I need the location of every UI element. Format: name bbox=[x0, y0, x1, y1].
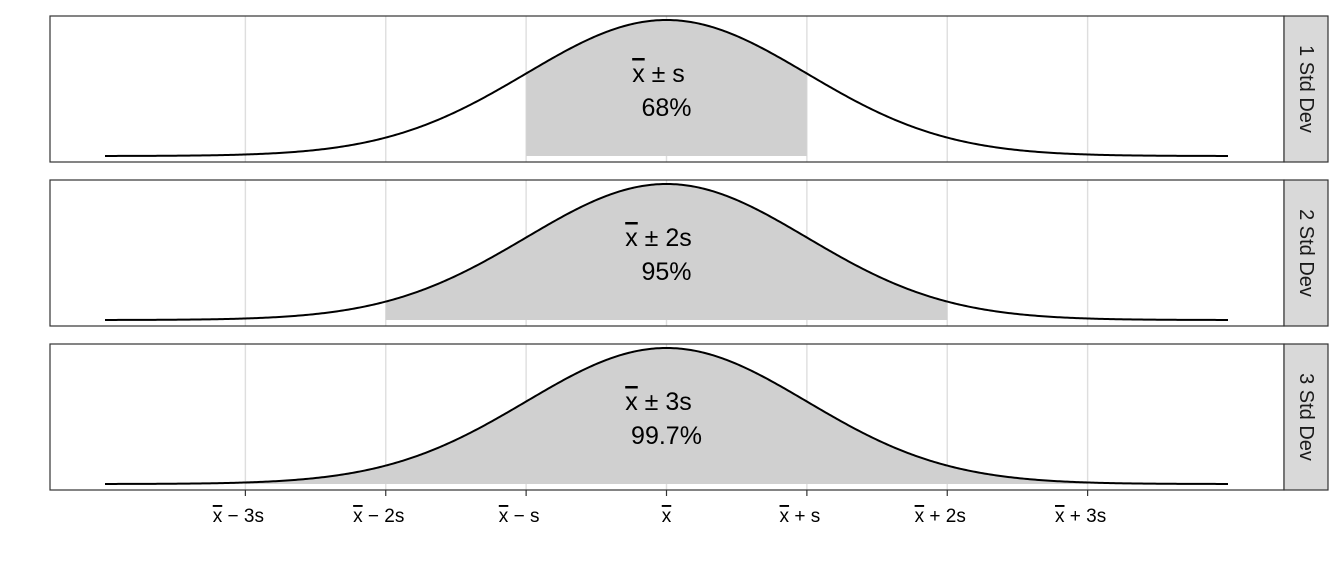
x-tick-label: x − 2s bbox=[353, 506, 404, 527]
interval-label: x ± 2s bbox=[625, 224, 692, 252]
x-tick-label: x + 3s bbox=[1055, 506, 1106, 527]
facet-strip bbox=[1283, 179, 1329, 327]
density-curve bbox=[105, 18, 1228, 157]
facet-strip-label: 2 Std Dev bbox=[1295, 209, 1317, 297]
percent-label: 68% bbox=[641, 94, 691, 122]
x-axis: x − 3s x − 2s x − s x x + s x + 2s x + 3s bbox=[213, 490, 1106, 527]
panel-2-std-dev: x ± 2s 95% 2 Std Dev bbox=[49, 179, 1329, 327]
facet-strip bbox=[1283, 15, 1329, 163]
facet-strip-label: 1 Std Dev bbox=[1295, 45, 1317, 133]
density-curve bbox=[105, 182, 1228, 321]
facet-strip-label: 3 Std Dev bbox=[1295, 373, 1317, 461]
x-tick-label: x + s bbox=[780, 506, 821, 527]
shaded-area bbox=[526, 20, 807, 156]
shaded-area bbox=[245, 348, 1088, 484]
facet-strip bbox=[1283, 343, 1329, 491]
density-curve bbox=[105, 346, 1228, 485]
shaded-area bbox=[385, 184, 948, 320]
x-tick-label: x − 3s bbox=[213, 506, 264, 527]
x-tick-label: x − s bbox=[499, 506, 540, 527]
percent-label: 95% bbox=[641, 258, 691, 286]
x-tick-label: x bbox=[662, 506, 672, 527]
interval-label: x ± 3s bbox=[625, 388, 692, 416]
interval-label: x ± s bbox=[632, 60, 685, 88]
percent-label: 99.7% bbox=[631, 422, 702, 450]
x-tick-label: x + 2s bbox=[915, 506, 966, 527]
panel-3-std-dev: x ± 3s 99.7% 3 Std Dev bbox=[49, 343, 1329, 491]
panel-1-std-dev: x ± s 68% 1 Std Dev bbox=[49, 15, 1329, 163]
